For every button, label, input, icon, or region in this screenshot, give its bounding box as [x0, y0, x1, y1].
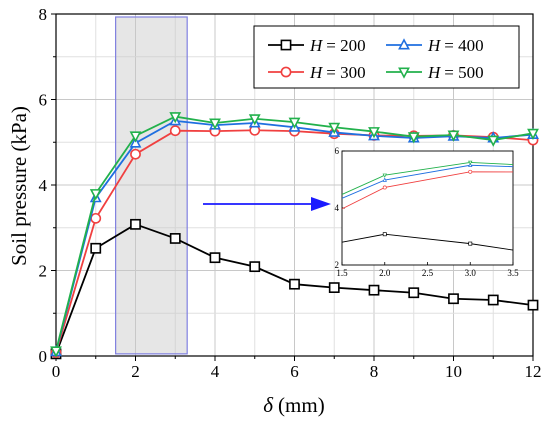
legend-marker [280, 66, 292, 78]
data-point [169, 125, 181, 137]
legend-label-var: H [427, 63, 442, 82]
inset-data-point [468, 160, 473, 165]
inset-data-point [382, 185, 387, 190]
data-point [130, 148, 141, 160]
data-point [288, 117, 301, 129]
data-point [328, 282, 340, 293]
legend-item-2: H = 300 [268, 63, 366, 82]
inset-series-line [341, 233, 514, 251]
inset-series-line [341, 164, 514, 199]
inset-data-point [382, 177, 387, 182]
inset-frame [341, 150, 514, 266]
inset-series-4 [341, 160, 514, 195]
y-axis-title: Soil pressure (kPa) [7, 106, 31, 266]
data-point [249, 261, 261, 273]
inset-data-point [468, 162, 473, 167]
data-point [90, 212, 102, 224]
x-tick-label: 12 [525, 362, 542, 381]
x-tick-label: 0 [52, 362, 61, 381]
data-point [130, 218, 141, 230]
data-point [527, 299, 539, 311]
legend-item-1: H = 200 [268, 36, 366, 55]
inset-data-point [468, 241, 473, 246]
inset-arrow [203, 197, 331, 211]
y-tick-label: 8 [39, 5, 48, 24]
inset-y-tick-label: 2 [335, 260, 340, 270]
x-tick-label: 8 [370, 362, 379, 381]
legend-marker [398, 67, 410, 79]
legend-box [253, 25, 520, 89]
legend-marker [280, 39, 292, 51]
data-point [129, 131, 142, 143]
data-point [89, 189, 102, 201]
x-axis-unit: (mm) [278, 393, 325, 417]
data-point [328, 122, 341, 135]
legend-label-var: H [309, 63, 324, 82]
legend-label-value: = 300 [326, 63, 365, 82]
legend-label-value: = 200 [326, 36, 365, 55]
legend-item-3: H = 400 [386, 36, 484, 55]
inset-x-tick-label: 2.5 [422, 268, 434, 278]
highlight-region [115, 16, 188, 355]
series-4 [50, 112, 539, 358]
data-point [209, 118, 221, 130]
data-point [209, 252, 221, 264]
y-tick-label: 2 [39, 262, 48, 281]
legend-label-value: = 500 [444, 63, 483, 82]
inset-x-tick-label: 3.0 [465, 268, 477, 278]
legend-label: H = 300 [309, 63, 366, 82]
legend-label: H = 500 [427, 63, 484, 82]
data-point [487, 294, 499, 306]
data-point [169, 112, 182, 124]
data-point [289, 278, 300, 290]
inset-plot: 1.5 2.0 2.5 3.0 3.5 2 4 6 [335, 146, 520, 278]
data-point [169, 233, 181, 244]
legend-label: H = 200 [309, 36, 366, 55]
x-axis-title: δ (mm) [263, 393, 324, 417]
data-point [448, 293, 459, 305]
inset-data-point [382, 232, 387, 237]
legend-label-var: H [427, 36, 442, 55]
inset-series-3 [341, 162, 514, 199]
inset-x-tick-label: 2.0 [379, 268, 391, 278]
data-point [248, 114, 261, 126]
legend-marker [398, 38, 410, 50]
x-tick-label: 10 [445, 362, 462, 381]
data-point [407, 132, 420, 144]
legend-item-4: H = 500 [386, 63, 484, 82]
y-tick-label: 6 [39, 91, 48, 110]
data-point [447, 130, 460, 142]
inset-data-point [468, 169, 473, 174]
inset-y-tick-label: 4 [335, 203, 340, 213]
legend-label: H = 400 [427, 36, 484, 55]
x-axis-symbol: δ [263, 393, 274, 417]
legend-label-value: = 400 [444, 36, 483, 55]
data-point [527, 128, 539, 141]
inset-series-1 [341, 232, 514, 251]
y-tick-label: 4 [39, 176, 48, 195]
inset-series-line [341, 161, 514, 195]
data-point [368, 127, 380, 139]
inset-y-tick-label: 6 [335, 146, 340, 156]
x-tick-label: 4 [211, 362, 220, 381]
data-point [50, 346, 62, 358]
data-point [90, 242, 102, 254]
data-point [408, 287, 420, 299]
y-tick-label: 0 [39, 347, 48, 366]
inset-x-tick-label: 1.5 [336, 268, 348, 278]
inset-series-2 [341, 169, 514, 210]
data-point [368, 284, 380, 296]
inset-x-tick-label: 3.5 [507, 268, 519, 278]
inset-series-line [341, 171, 514, 210]
data-point [487, 135, 500, 147]
x-tick-label: 6 [290, 362, 299, 381]
inset-data-point [382, 173, 387, 178]
x-tick-label: 2 [131, 362, 140, 381]
legend-label-var: H [309, 36, 324, 55]
